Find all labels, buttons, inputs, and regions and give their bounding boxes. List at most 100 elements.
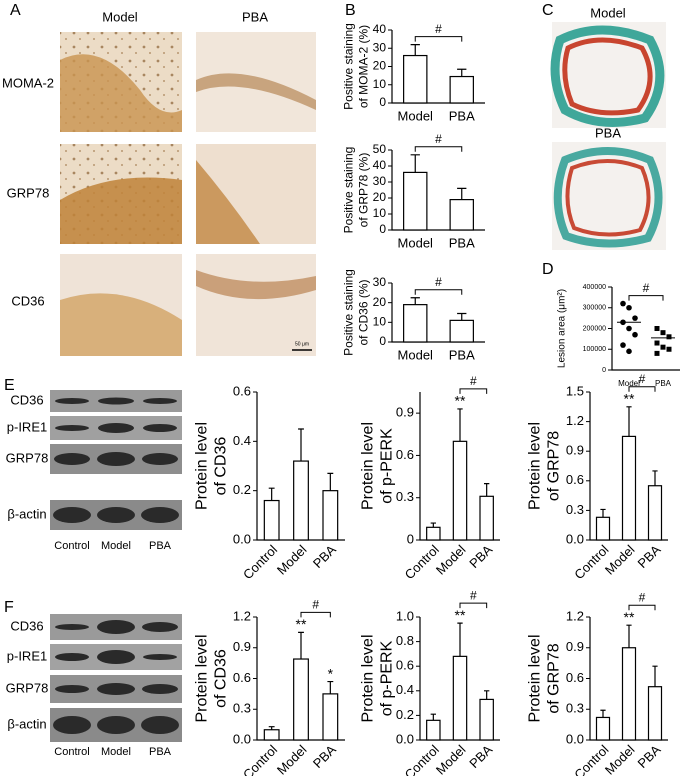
error-bar	[430, 713, 436, 721]
y-tick-label: 0.4	[233, 433, 251, 448]
error-bar	[626, 624, 632, 648]
y-axis-label: of p-PERK	[379, 428, 396, 504]
y-tick-label: 0.6	[233, 383, 251, 398]
bar	[322, 693, 339, 741]
y-tick-label: 0.6	[566, 670, 584, 685]
y-tick-label: 30	[373, 174, 387, 188]
y-tick-label: 100000	[583, 346, 606, 353]
x-tick-label: Model	[398, 347, 434, 362]
data-point	[666, 334, 672, 340]
x-tick-label: Model	[433, 542, 469, 578]
significance-bracket	[628, 295, 664, 301]
y-tick-label: 0.0	[233, 531, 251, 546]
y-tick-label: 20	[373, 190, 387, 204]
y-tick-label: 0.0	[396, 731, 414, 746]
error-bar	[268, 726, 275, 730]
panel-label: A	[10, 2, 21, 19]
y-tick-label: 0.9	[566, 639, 584, 654]
error-bar	[600, 508, 606, 518]
error-bar	[430, 522, 436, 528]
y-axis-label: of CD36	[213, 437, 230, 496]
data-point	[654, 350, 660, 356]
error-bar	[298, 631, 304, 660]
error-bar	[268, 487, 275, 501]
significance-label: **	[455, 393, 466, 409]
histology-images	[60, 32, 316, 356]
data-point	[654, 326, 660, 331]
bar	[452, 440, 468, 541]
significance-bracket	[414, 289, 463, 295]
data-point	[660, 344, 666, 350]
bar	[449, 319, 474, 343]
bar	[403, 304, 428, 343]
bar	[263, 499, 280, 541]
x-tick-label: Model	[398, 235, 434, 250]
y-tick-label: 0	[602, 367, 606, 374]
image-label: PBA	[595, 125, 621, 140]
x-tick-label: PBA	[466, 742, 495, 771]
bar	[426, 719, 441, 741]
bar	[479, 495, 494, 541]
bar	[293, 658, 309, 741]
x-tick-label: Model	[274, 542, 310, 578]
y-tick-label: 0.6	[396, 658, 414, 673]
error-bar	[298, 428, 304, 462]
significance-label: **	[296, 616, 307, 632]
western-blot	[50, 390, 182, 742]
blot-protein-label: β-actin	[7, 506, 46, 521]
y-axis-label: of GRP78 (%)	[357, 153, 371, 228]
column-header: Model	[102, 9, 138, 24]
bar	[452, 655, 468, 741]
y-axis-label: Protein level	[194, 422, 211, 510]
significance-label: #	[435, 132, 442, 146]
blot-protein-label: β-actin	[7, 716, 46, 731]
y-tick-label: 0.6	[396, 447, 414, 462]
x-tick-label: PBA	[655, 379, 672, 388]
error-bar	[484, 690, 490, 700]
blot-protein-label: CD36	[10, 392, 43, 407]
x-tick-label: PBA	[635, 742, 664, 771]
y-axis-label: of MOMA-2 (%)	[357, 25, 371, 108]
y-axis-label: Protein level	[360, 634, 377, 722]
x-tick-label: Control	[240, 542, 280, 582]
y-tick-label: 10	[373, 315, 387, 329]
error-bar	[652, 470, 658, 486]
y-tick-label: 0.3	[566, 701, 584, 716]
bar	[647, 485, 663, 541]
error-bar	[457, 312, 467, 321]
significance-label: **	[624, 609, 635, 625]
row-label: MOMA-2	[2, 75, 54, 90]
blot-protein-label: GRP78	[6, 680, 49, 695]
blot-lane-label: Model	[101, 746, 131, 758]
panel-label: B	[345, 2, 356, 19]
significance-label: **	[624, 391, 635, 407]
blot-lane-label: PBA	[149, 746, 172, 758]
x-tick-label: Model	[602, 742, 638, 776]
y-tick-label: 0.2	[396, 707, 414, 722]
x-tick-label: PBA	[310, 542, 339, 571]
data-point	[660, 330, 666, 336]
significance-label: **	[455, 607, 466, 623]
y-axis-label: of GRP78	[546, 431, 563, 501]
y-axis-label: Positive staining	[342, 23, 356, 110]
bar	[322, 490, 339, 541]
x-tick-label: Control	[240, 742, 280, 776]
blot-protein-label: p-IRE1	[7, 648, 47, 663]
y-axis-label: of p-PERK	[379, 640, 396, 716]
y-tick-label: 0.3	[566, 502, 584, 517]
y-axis-label: Protein level	[527, 634, 544, 722]
y-tick-label: 20	[373, 59, 387, 73]
y-tick-label: 1.5	[566, 383, 584, 398]
axis-line	[611, 287, 680, 371]
bar	[595, 516, 611, 541]
y-axis-label: Protein level	[527, 422, 544, 510]
y-axis-label: Positive staining	[342, 147, 356, 234]
y-tick-label: 0.9	[566, 443, 584, 458]
y-axis-label: of CD36 (%)	[357, 279, 371, 345]
y-tick-label: 0.8	[396, 633, 414, 648]
significance-label: #	[643, 281, 650, 295]
x-tick-label: Model	[618, 379, 640, 388]
significance-bracket	[459, 602, 488, 609]
x-tick-label: PBA	[635, 542, 664, 571]
